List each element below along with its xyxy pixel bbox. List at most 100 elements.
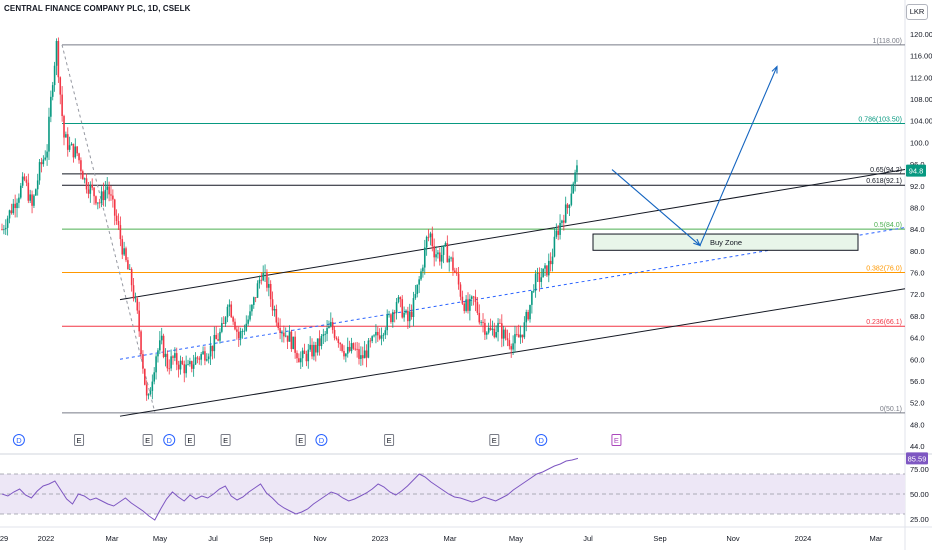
chart-title: CENTRAL FINANCE COMPANY PLC, 1D, CSELK xyxy=(4,4,191,13)
candle-body xyxy=(254,297,257,299)
currency-button[interactable]: LKR xyxy=(906,4,928,20)
time-tick-label: 2024 xyxy=(795,534,812,543)
candle-body xyxy=(187,364,189,365)
dividend-marker: D xyxy=(315,434,328,446)
candle-body xyxy=(221,323,223,332)
candle-body xyxy=(563,220,565,223)
candle-body xyxy=(574,172,576,184)
candle-body xyxy=(63,116,65,138)
fib-level-label: 0(50.1) xyxy=(880,406,902,413)
candle-body xyxy=(390,314,392,323)
candle-body xyxy=(337,339,340,343)
event-marker-label: D xyxy=(16,436,22,445)
candle-body xyxy=(484,322,486,335)
candle-body xyxy=(480,321,482,323)
candle-body xyxy=(380,335,383,339)
event-marker-label: E xyxy=(223,436,228,445)
candle-body xyxy=(566,204,569,209)
candle-body xyxy=(164,353,167,357)
candle-body xyxy=(115,215,118,222)
earnings-marker: E xyxy=(489,434,500,446)
last-price-label: 94.8 xyxy=(909,167,924,176)
candle-body xyxy=(91,184,93,188)
candle-body xyxy=(501,323,503,339)
candle-body xyxy=(121,239,124,255)
candle-body xyxy=(48,116,50,152)
candle-body xyxy=(416,284,419,295)
candle-body xyxy=(198,358,201,360)
candle-body xyxy=(307,349,310,362)
candle-body xyxy=(474,296,477,303)
candle-body xyxy=(189,361,191,365)
price-tick-label: 44.0 xyxy=(910,442,925,451)
candle-body xyxy=(97,202,99,204)
candle-body xyxy=(433,246,435,258)
price-tick-label: 84.0 xyxy=(910,225,925,234)
candle-body xyxy=(51,85,54,97)
candle-body xyxy=(10,210,13,214)
candle-body xyxy=(525,311,528,323)
candle-body xyxy=(65,134,67,138)
candle-body xyxy=(335,337,338,340)
candle-body xyxy=(429,233,432,238)
rsi-tick-label: 50.00 xyxy=(910,490,929,499)
candle-body xyxy=(38,162,41,181)
candle-body xyxy=(268,283,270,288)
time-tick-label: Nov xyxy=(313,534,327,543)
candle-body xyxy=(217,339,219,341)
candle-body xyxy=(93,187,95,197)
candle-body xyxy=(485,332,488,335)
earnings-marker: E xyxy=(184,434,195,446)
candle-body xyxy=(245,323,248,331)
candle-body xyxy=(83,178,86,180)
candle-body xyxy=(119,225,122,240)
candle-body xyxy=(6,218,9,228)
candle-body xyxy=(555,230,558,237)
earnings-marker: E xyxy=(142,434,153,446)
candle-body xyxy=(72,143,75,158)
rsi-line xyxy=(1,457,579,521)
candle-body xyxy=(377,331,379,336)
earnings-marker: E xyxy=(74,434,85,446)
rsi-tick-label: 75.00 xyxy=(910,465,929,474)
candle-body xyxy=(78,153,80,161)
candle-body xyxy=(568,204,571,209)
candle-body xyxy=(365,350,368,358)
candle-body xyxy=(350,343,353,352)
price-tick-label: 52.0 xyxy=(910,399,925,408)
candle-body xyxy=(98,202,101,204)
candle-body xyxy=(495,332,497,338)
candle-body xyxy=(80,160,82,172)
candle-body xyxy=(553,236,556,257)
candle-body xyxy=(170,356,172,369)
candle-body xyxy=(166,353,169,369)
candle-body xyxy=(144,368,146,385)
candle-body xyxy=(499,322,501,324)
candle-body xyxy=(446,243,449,263)
earnings-marker: E xyxy=(384,434,395,446)
candle-body xyxy=(46,151,48,158)
candle-body xyxy=(407,310,409,322)
candle-body xyxy=(448,258,451,263)
candle-body xyxy=(412,298,415,318)
candle-body xyxy=(228,304,231,307)
candle-body xyxy=(493,328,496,338)
candle-body xyxy=(388,314,390,316)
candle-body xyxy=(215,334,218,340)
candle-body xyxy=(95,196,97,204)
candle-body xyxy=(440,254,443,262)
candle-body xyxy=(314,344,317,353)
candle-body xyxy=(324,333,326,335)
candle-body xyxy=(3,229,5,231)
candle-body xyxy=(237,331,240,339)
candle-body xyxy=(241,330,244,332)
candle-body xyxy=(313,344,315,357)
candle-body xyxy=(354,348,357,350)
candle-body xyxy=(305,353,308,362)
candle-body xyxy=(292,336,295,350)
candle-body xyxy=(489,327,492,330)
candle-body xyxy=(470,296,473,299)
candle-body xyxy=(81,171,84,180)
candle-body xyxy=(149,390,152,395)
